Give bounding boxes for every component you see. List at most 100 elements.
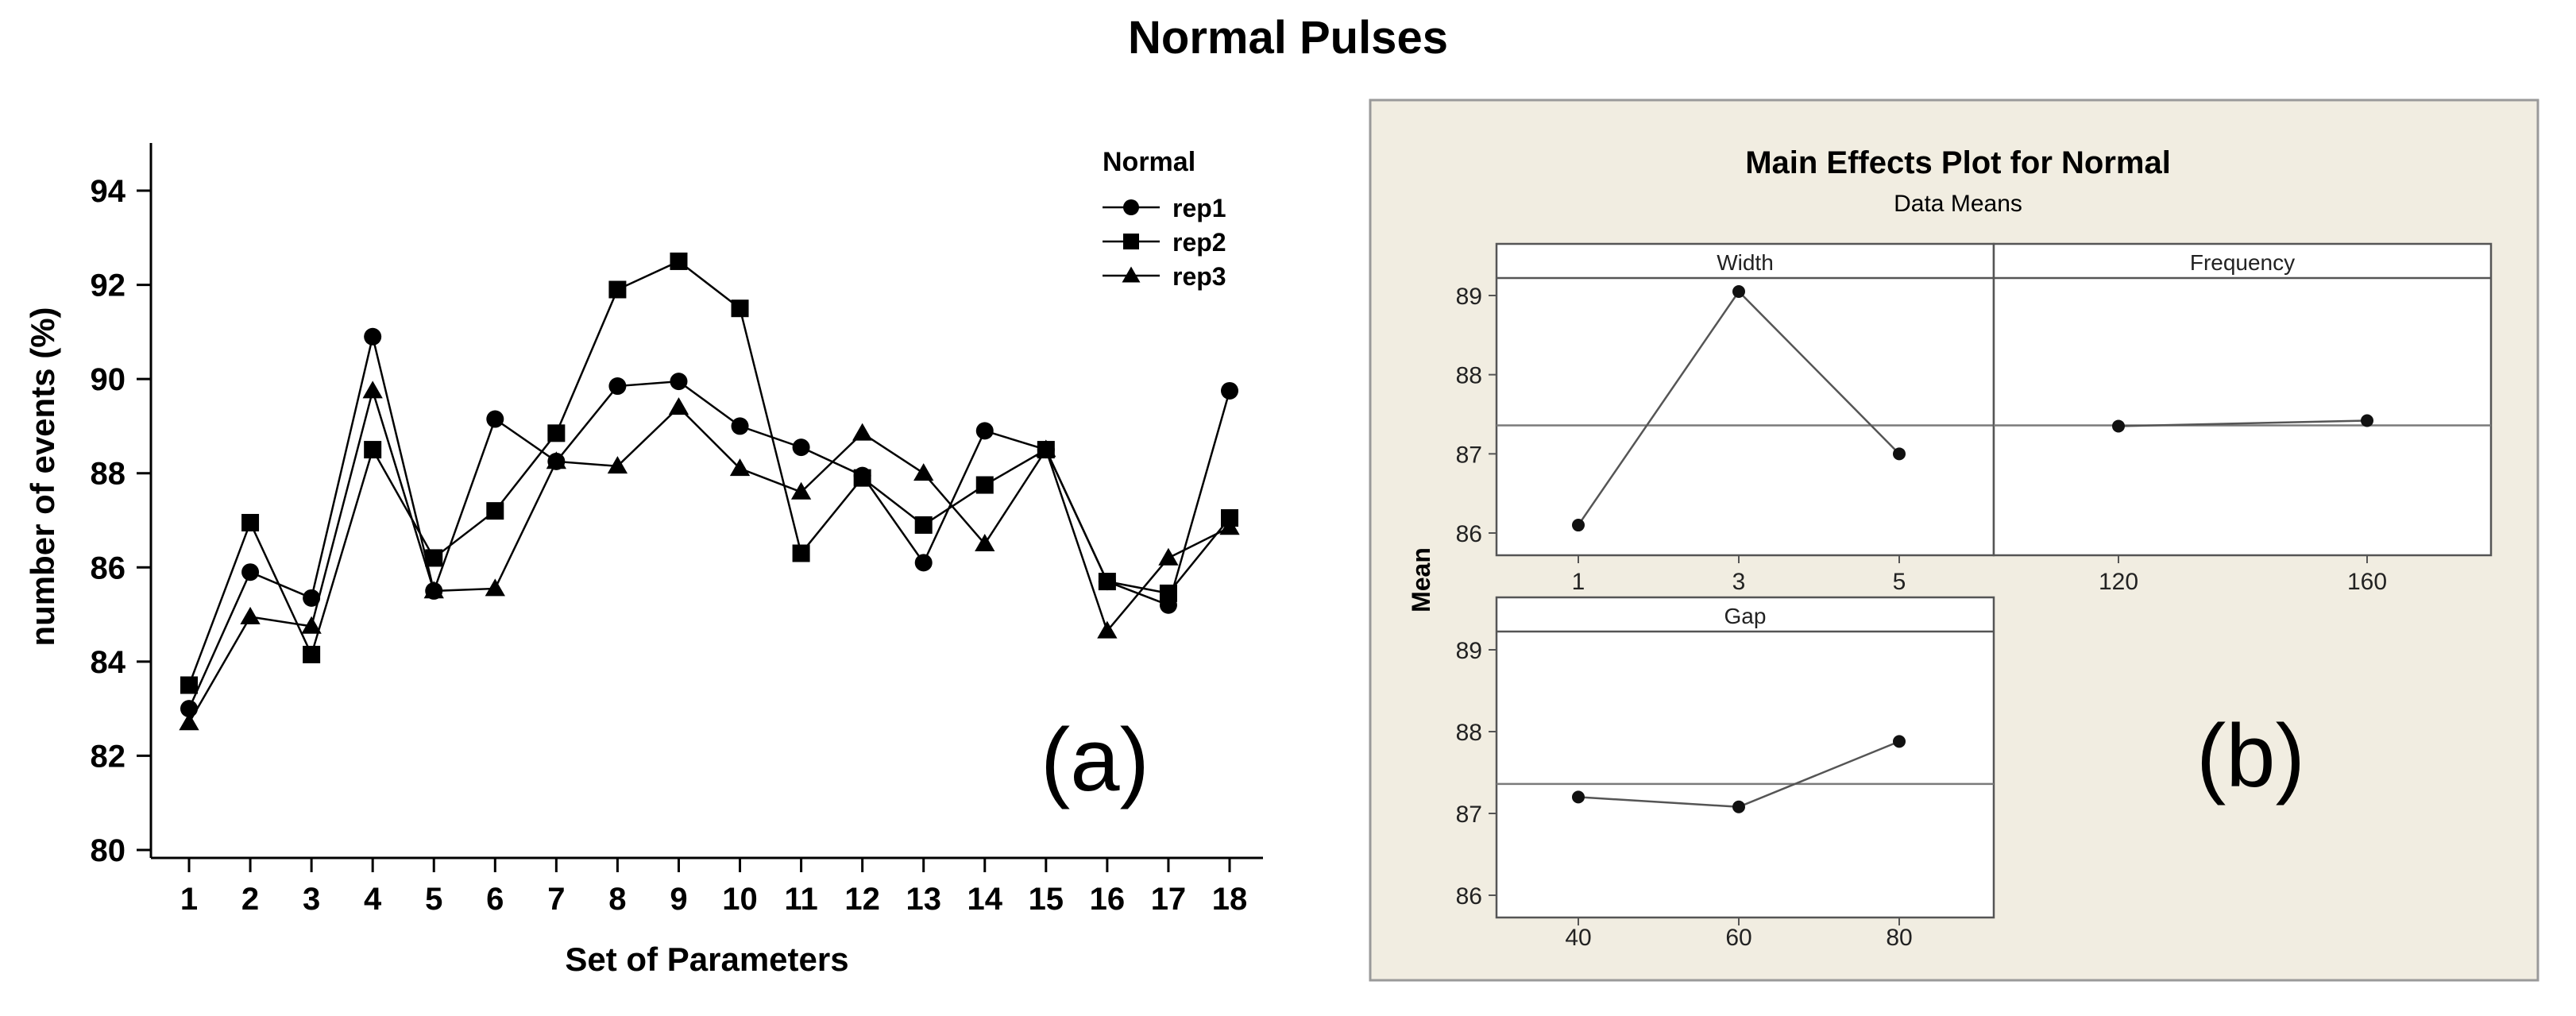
y-axis-label: Mean — [1407, 547, 1435, 612]
data-point-rep1 — [364, 327, 382, 346]
main-effect-point — [2361, 414, 2373, 427]
panel-strip-label: Frequency — [2190, 250, 2295, 275]
x-tick-label: 18 — [1212, 882, 1248, 917]
data-point-rep3 — [1158, 547, 1179, 566]
data-point-rep1 — [731, 417, 749, 435]
main-effect-point — [1893, 735, 1906, 748]
data-point-rep2 — [914, 516, 933, 534]
data-point-rep3 — [423, 581, 444, 599]
data-point-rep3 — [790, 481, 812, 500]
data-point-rep2 — [670, 252, 688, 270]
x-tick-label: 14 — [967, 882, 1003, 917]
data-point-rep3 — [1036, 439, 1056, 458]
main-effect-line — [2118, 419, 2368, 427]
y-tick-label: 88 — [1456, 720, 1482, 746]
y-tick-label: 89 — [1456, 284, 1482, 310]
data-point-rep3 — [852, 423, 873, 441]
x-tick-label: 1 — [1572, 569, 1585, 595]
x-tick-label: 2 — [241, 882, 259, 917]
x-tick-label: 40 — [1565, 925, 1591, 951]
x-tick-label: 5 — [1893, 569, 1906, 595]
data-point-rep1 — [303, 589, 321, 607]
data-point-rep3 — [668, 397, 689, 415]
x-tick-label: 4 — [364, 882, 382, 917]
y-tick-label: 87 — [1456, 802, 1482, 828]
x-tick-label: 17 — [1151, 882, 1187, 917]
data-point-rep2 — [486, 502, 504, 520]
panel-width: Width 86 87 88 89 1 3 5 — [1456, 242, 1995, 595]
series-rep3 — [179, 381, 1240, 731]
legend-marker-rep1 — [1123, 199, 1139, 215]
data-point-rep2 — [180, 676, 198, 694]
data-point-rep2 — [547, 424, 566, 442]
data-point-rep3 — [975, 533, 995, 551]
legend-marker-rep2 — [1123, 234, 1139, 249]
x-tick-label: 10 — [722, 882, 758, 917]
x-tick-label: 3 — [1732, 569, 1746, 595]
x-axis-label: Set of Parameters — [565, 941, 848, 978]
y-tick-label: 89 — [1456, 638, 1482, 664]
series-rep2 — [180, 252, 1238, 694]
y-tick-label: 80 — [91, 833, 126, 868]
y-tick-label: 88 — [91, 457, 126, 492]
x-tick-label: 12 — [844, 882, 880, 917]
y-tick-label: 88 — [1456, 363, 1482, 389]
data-point-rep1 — [486, 410, 504, 428]
x-tick-label: 160 — [2347, 569, 2387, 595]
main-effect-point — [1732, 285, 1745, 299]
y-tick-label: 92 — [91, 268, 126, 303]
data-point-rep2 — [731, 299, 749, 318]
x-tick-label: 16 — [1090, 882, 1126, 917]
y-tick-label: 82 — [91, 739, 126, 774]
legend-marker-rep3 — [1122, 266, 1141, 283]
data-point-rep1 — [241, 563, 260, 581]
y-tick-label: 87 — [1456, 442, 1482, 468]
panel-strip-label: Width — [1717, 250, 1774, 275]
legend-title: Normal — [1103, 147, 1195, 177]
data-point-rep2 — [853, 469, 871, 487]
y-axis-label: number of events (%) — [24, 307, 61, 646]
panel-frame — [1495, 596, 1995, 919]
data-point-rep3 — [1219, 517, 1240, 535]
y-tick-label: 86 — [1456, 883, 1482, 910]
x-tick-label: 60 — [1725, 925, 1751, 951]
panel-label-b: (b) — [2196, 706, 2305, 805]
plot-subtitle: Data Means — [1894, 191, 2022, 217]
data-point-rep1 — [608, 377, 627, 396]
legend-label: rep3 — [1172, 262, 1226, 291]
data-point-rep1 — [180, 700, 198, 718]
data-point-rep3 — [240, 606, 261, 624]
y-tick-label: 86 — [1456, 521, 1482, 547]
data-point-rep2 — [425, 549, 443, 567]
data-point-rep3 — [546, 451, 567, 469]
y-tick-label: 90 — [91, 362, 126, 397]
x-tick-label: 80 — [1886, 925, 1912, 951]
data-point-rep3 — [1097, 620, 1118, 639]
x-tick-label: 9 — [670, 882, 687, 917]
data-point-rep2 — [608, 280, 627, 299]
main-effect-point — [1732, 800, 1745, 813]
x-tick-label: 1 — [180, 882, 198, 917]
panel-frame — [1495, 242, 1995, 557]
data-point-rep1 — [670, 373, 688, 391]
panel-strip-label: Gap — [1724, 604, 1767, 628]
panel-frequency: Frequency 120 160 — [1992, 242, 2493, 595]
data-point-rep3 — [913, 463, 934, 481]
series-line-rep3 — [187, 387, 1230, 724]
main-effect-point — [1893, 447, 1906, 461]
y-tick-label: 84 — [91, 645, 126, 680]
data-point-rep2 — [1159, 584, 1177, 602]
data-point-rep3 — [362, 381, 383, 399]
data-point-rep3 — [607, 456, 628, 474]
y-tick-label: 86 — [91, 550, 126, 585]
x-tick-label: 7 — [547, 882, 565, 917]
data-point-rep2 — [792, 544, 810, 562]
main-effect-point — [1572, 519, 1585, 532]
panel-frame — [1992, 242, 2493, 557]
x-tick-label: 5 — [425, 882, 442, 917]
x-tick-label: 15 — [1029, 882, 1064, 917]
main-effect-point — [1572, 790, 1585, 804]
data-point-rep2 — [241, 513, 260, 531]
